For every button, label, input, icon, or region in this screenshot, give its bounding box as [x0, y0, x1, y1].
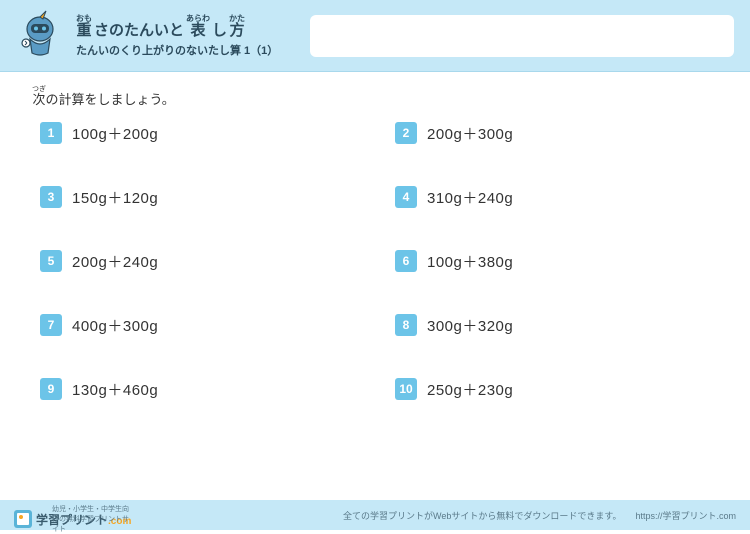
problem-item: 10 250g＋230g: [395, 378, 710, 400]
page-title: 重おもさのたんいと表あらわし方かた: [76, 14, 278, 40]
problem-item: 9 130g＋460g: [40, 378, 355, 400]
problems-grid: 1 100g＋200g 2 200g＋300g 3 150g＋120g 4 310g＋240g…: [0, 116, 750, 400]
problem-expression: 300g＋320g: [427, 315, 513, 336]
problem-item: 2 200g＋300g: [395, 122, 710, 144]
problem-number-badge: 10: [395, 378, 417, 400]
problem-item: 3 150g＋120g: [40, 186, 355, 208]
problem-expression: 200g＋240g: [72, 251, 158, 272]
problem-expression: 130g＋460g: [72, 379, 158, 400]
page-subtitle: たんいのくり上がりのないたし算 1（1）: [76, 42, 278, 58]
problem-number-badge: 2: [395, 122, 417, 144]
name-input-box[interactable]: [310, 15, 734, 57]
mascot-icon: [16, 9, 64, 63]
problem-number-badge: 5: [40, 250, 62, 272]
footer-url: https://学習プリント.com: [635, 509, 736, 522]
problem-number-badge: 9: [40, 378, 62, 400]
problem-item: 1 100g＋200g: [40, 122, 355, 144]
problem-item: 5 200g＋240g: [40, 250, 355, 272]
problem-expression: 310g＋240g: [427, 187, 513, 208]
problem-number-badge: 4: [395, 186, 417, 208]
problem-number-badge: 8: [395, 314, 417, 336]
problem-expression: 250g＋230g: [427, 379, 513, 400]
problem-number-badge: 1: [40, 122, 62, 144]
footer-right: 全ての学習プリントがWebサイトから無料でダウンロードできます。 https:/…: [343, 509, 736, 522]
problem-number-badge: 7: [40, 314, 62, 336]
problem-expression: 200g＋300g: [427, 123, 513, 144]
problem-expression: 100g＋380g: [427, 251, 513, 272]
header: 重おもさのたんいと表あらわし方かた たんいのくり上がりのないたし算 1（1）: [0, 0, 750, 72]
problem-expression: 400g＋300g: [72, 315, 158, 336]
footer-note: 全ての学習プリントがWebサイトから無料でダウンロードできます。: [343, 509, 621, 522]
problem-number-badge: 3: [40, 186, 62, 208]
problem-item: 6 100g＋380g: [395, 250, 710, 272]
footer: 幼児・小学生・中学生向けの無料学習プリントサイト 学習プリント.com 全ての学…: [0, 500, 750, 530]
footer-logo: 幼児・小学生・中学生向けの無料学習プリントサイト 学習プリント.com: [14, 502, 131, 528]
instruction-section: 次つぎの計算をしましょう。: [0, 72, 750, 116]
problem-number-badge: 6: [395, 250, 417, 272]
footer-logo-icon: [14, 510, 32, 528]
problem-expression: 150g＋120g: [72, 187, 158, 208]
problem-item: 4 310g＋240g: [395, 186, 710, 208]
instruction-text: 次つぎの計算をしましょう。: [32, 86, 718, 108]
title-block: 重おもさのたんいと表あらわし方かた たんいのくり上がりのないたし算 1（1）: [76, 14, 278, 58]
problem-item: 7 400g＋300g: [40, 314, 355, 336]
problem-item: 8 300g＋320g: [395, 314, 710, 336]
problem-expression: 100g＋200g: [72, 123, 158, 144]
